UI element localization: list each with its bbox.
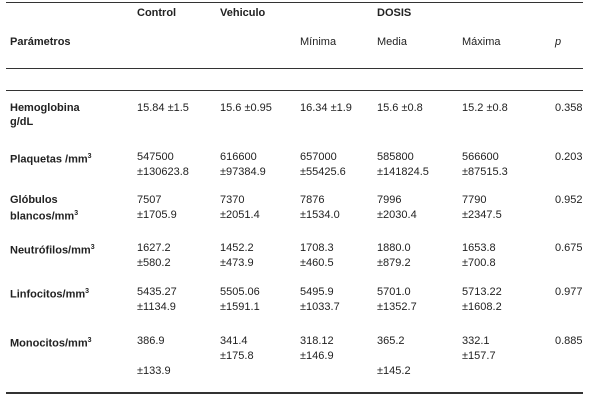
cell-value: ±175.8 xyxy=(220,350,254,362)
cell-value: 15.2 ±0.8 xyxy=(462,102,508,114)
cell-value: 7790 xyxy=(462,194,487,206)
column-header: Vehiculo xyxy=(220,7,266,19)
cell-value: 7876 xyxy=(300,194,325,206)
cell-value: 7370 xyxy=(220,194,245,206)
subcolumn-header: Media xyxy=(377,36,407,48)
rule xyxy=(6,392,583,394)
cell-value: 318.12 xyxy=(300,335,334,347)
cell-value: ±1134.9 xyxy=(137,301,176,313)
cell-value: 341.4 xyxy=(220,335,248,347)
cell-value: 5701.0 xyxy=(377,286,411,298)
subcolumn-header: Máxima xyxy=(462,36,501,48)
cell-value: ±130623.8 xyxy=(137,166,189,178)
cell-value: ±55425.6 xyxy=(300,166,346,178)
cell-value: ±97384.9 xyxy=(220,166,266,178)
cell-value: ±1033.7 xyxy=(300,301,340,313)
column-header: Parámetros xyxy=(10,36,71,48)
parameter-name: Glóbulos xyxy=(10,194,58,206)
cell-value: 332.1 xyxy=(462,335,490,347)
cell-value: ±1705.9 xyxy=(137,209,177,221)
parameter-name: Monocitos/mm3 xyxy=(10,337,92,350)
group-header: DOSIS xyxy=(377,7,412,19)
cell-value: ±580.2 xyxy=(137,257,171,269)
cell-value: 386.9 xyxy=(137,335,165,347)
cell-value: ±87515.3 xyxy=(462,166,508,178)
p-value: 0.358 xyxy=(555,102,583,114)
cell-value: ±146.9 xyxy=(300,350,334,362)
p-value: 0.952 xyxy=(555,194,583,206)
p-value: 0.203 xyxy=(555,151,583,163)
parameter-name: Neutrófilos/mm3 xyxy=(10,244,95,257)
cell-value: 5505.06 xyxy=(220,286,260,298)
cell-value: ±1591.1 xyxy=(220,301,260,313)
cell-value: ±473.9 xyxy=(220,257,254,269)
cell-value: 15.6 ±0.95 xyxy=(220,102,272,114)
column-header: Control xyxy=(137,7,177,19)
cell-value: 657000 xyxy=(300,151,337,163)
rule xyxy=(6,90,583,91)
cell-value: ±1534.0 xyxy=(300,209,340,221)
cell-value: 16.34 ±1.9 xyxy=(300,102,352,114)
parameter-name: Linfocitos/mm3 xyxy=(10,288,90,301)
parameter-name: g/dL xyxy=(10,116,34,128)
cell-value: 1880.0 xyxy=(377,242,411,254)
cell-value: 15.6 ±0.8 xyxy=(377,102,423,114)
p-value: 0.675 xyxy=(555,242,583,254)
cell-value: 566600 xyxy=(462,151,499,163)
cell-value: ±700.8 xyxy=(462,257,496,269)
parameter-name: Hemoglobina xyxy=(10,102,80,114)
cell-value: 5495.9 xyxy=(300,286,334,298)
cell-value: ±141824.5 xyxy=(377,166,429,178)
subcolumn-header: Mínima xyxy=(300,36,337,48)
cell-value: 1653.8 xyxy=(462,242,496,254)
cell-value: 616600 xyxy=(220,151,257,163)
cell-value: ±145.2 xyxy=(377,365,411,377)
cell-value: ±2347.5 xyxy=(462,209,502,221)
cell-value: 5713.22 xyxy=(462,286,502,298)
cell-value: ±1352.7 xyxy=(377,301,417,313)
cell-value: 5435.27 xyxy=(137,286,177,298)
p-value: 0.885 xyxy=(555,335,583,347)
cell-value: 1627.2 xyxy=(137,242,171,254)
rule xyxy=(6,2,583,3)
cell-value: ±460.5 xyxy=(300,257,334,269)
cell-value: ±879.2 xyxy=(377,257,411,269)
cell-value: 585800 xyxy=(377,151,414,163)
cell-value: ±1608.2 xyxy=(462,301,502,313)
cell-value: ±2030.4 xyxy=(377,209,417,221)
rule xyxy=(6,68,583,69)
p-value: 0.977 xyxy=(555,286,583,298)
cell-value: 547500 xyxy=(137,151,174,163)
cell-value: ±2051.4 xyxy=(220,209,260,221)
cell-value: 7507 xyxy=(137,194,162,206)
p-header: p xyxy=(555,36,562,48)
parameter-name: blancos/mm3 xyxy=(10,210,79,223)
cell-value: 15.84 ±1.5 xyxy=(137,102,189,114)
cell-value: 7996 xyxy=(377,194,402,206)
parameter-name: Plaquetas /mm3 xyxy=(10,153,92,166)
cell-value: 1708.3 xyxy=(300,242,334,254)
cell-value: 365.2 xyxy=(377,335,405,347)
cell-value: 1452.2 xyxy=(220,242,254,254)
cell-value: ±133.9 xyxy=(137,365,171,377)
cell-value: ±157.7 xyxy=(462,350,496,362)
